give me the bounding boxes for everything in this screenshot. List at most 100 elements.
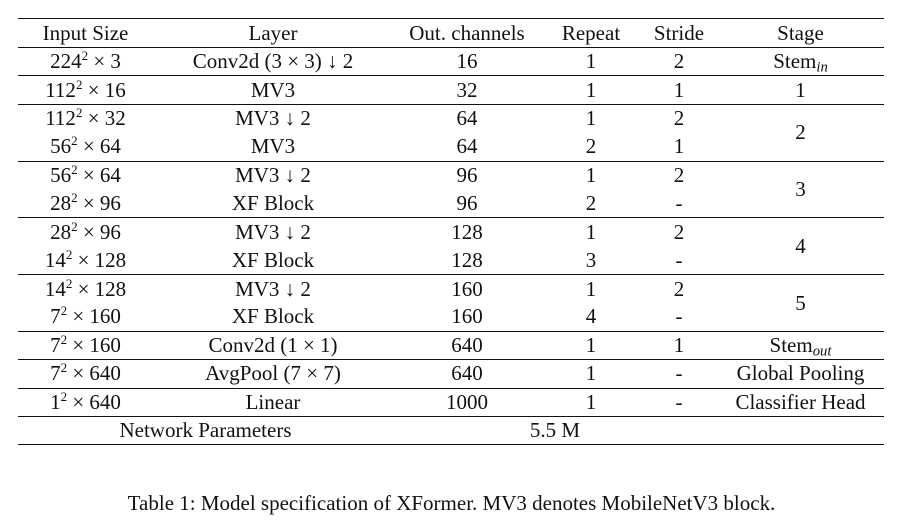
network-parameters-value: 5.5 M [393, 416, 717, 446]
network-parameters-row: Network Parameters 5.5 M [18, 416, 884, 446]
repeat-cell: 1 [541, 46, 641, 76]
table-row: 2242 × 3 Conv2d (3 × 3) ↓ 2 16 1 2 Stemi… [18, 46, 884, 76]
layer-cell: XF Block [231, 190, 315, 215]
stage-cell: 5 [717, 274, 884, 332]
repeat-cell: 1 [541, 274, 641, 304]
repeat-cell: 1 [541, 103, 641, 133]
header-out-channels: Out. channels [393, 18, 541, 48]
table-caption: Table 1: Model specification of XFormer.… [127, 491, 776, 515]
out-channels-cell: 160 [393, 274, 541, 304]
stage-cell: 3 [717, 160, 884, 218]
repeat-cell: 3 [585, 247, 597, 272]
table-row: 1122 × 16 MV3 32 1 1 1 [18, 75, 884, 105]
out-channels-cell: 64 [393, 103, 541, 133]
table-row: 282 × 96 XF Block 96 2 - [18, 189, 884, 217]
header-stride: Stride [641, 18, 717, 48]
layer-cell: Conv2d (3 × 3) ↓ 2 [153, 46, 393, 76]
header-layer: Layer [153, 18, 393, 48]
out-channels-cell: 640 [393, 330, 541, 360]
stride-cell: - [675, 190, 683, 215]
input-size-cell: 72 × 160 [18, 330, 153, 360]
stage-cell: 4 [717, 217, 884, 275]
table-row: 562 × 64 MV3 64 2 1 [18, 133, 884, 161]
layer-cell: Conv2d (1 × 1) [153, 330, 393, 360]
layer-cell: MV3 ↓ 2 [153, 103, 393, 133]
layer-cell: AvgPool (7 × 7) [153, 359, 393, 389]
empty-cell [717, 416, 884, 446]
out-channels-cell: 64 [456, 134, 478, 159]
stride-cell: 2 [641, 274, 717, 304]
layer-cell: MV3 [153, 75, 393, 105]
out-channels-cell: 96 [393, 160, 541, 190]
repeat-cell: 2 [585, 134, 597, 159]
repeat-cell: 1 [541, 160, 641, 190]
repeat-cell: 1 [541, 75, 641, 105]
stage-cell: Classifier Head [717, 387, 884, 417]
input-size-cell: 1122 × 16 [18, 75, 153, 105]
repeat-cell: 1 [541, 387, 641, 417]
stage-cell: Stemin [717, 46, 884, 76]
out-channels-cell: 640 [393, 359, 541, 389]
stage-cell: Global Pooling [717, 359, 884, 389]
stride-cell: 1 [641, 75, 717, 105]
table-row: 12 × 640 Linear 1000 1 - Classifier Head [18, 387, 884, 417]
out-channels-cell: 1000 [393, 387, 541, 417]
layer-cell: XF Block [231, 247, 315, 272]
header-input-size: Input Size [18, 18, 153, 48]
stride-cell: - [675, 304, 683, 329]
layer-cell: MV3 ↓ 2 [153, 160, 393, 190]
stride-cell: 1 [673, 134, 685, 159]
out-channels-cell: 128 [393, 217, 541, 247]
input-size-cell: 562 × 64 [50, 133, 121, 159]
model-spec-table: Input Size Layer Out. channels Repeat St… [18, 18, 884, 446]
table-row: 142 × 128 MV3 ↓ 2 160 1 2 5 [18, 274, 884, 332]
input-size-cell: 562 × 64 [18, 160, 153, 190]
stage-cell: 2 [717, 103, 884, 162]
header-repeat: Repeat [541, 18, 641, 48]
stride-cell: 1 [641, 330, 717, 360]
input-size-cell: 72 × 160 [50, 303, 121, 329]
stride-cell: - [675, 247, 683, 272]
layer-cell: MV3 [250, 134, 296, 159]
table-row: 142 × 128 XF Block 128 3 - [18, 246, 884, 274]
table-row: 562 × 64 MV3 ↓ 2 96 1 2 3 [18, 160, 884, 218]
stride-cell: 2 [641, 103, 717, 133]
stage-cell: 1 [717, 75, 884, 105]
input-size-cell: 2242 × 3 [18, 46, 153, 76]
repeat-cell: 1 [541, 359, 641, 389]
table-row: 1122 × 32 MV3 ↓ 2 64 1 2 2 [18, 103, 884, 162]
repeat-cell: 2 [585, 190, 597, 215]
stage-cell: Stemout [717, 330, 884, 360]
table-row: 72 × 160 Conv2d (1 × 1) 640 1 1 Stemout [18, 330, 884, 360]
layer-cell: Linear [153, 387, 393, 417]
stride-cell: 2 [641, 160, 717, 190]
input-size-cell: 142 × 128 [44, 246, 127, 272]
header-stage: Stage [717, 18, 884, 48]
out-channels-cell: 32 [393, 75, 541, 105]
layer-cell: MV3 ↓ 2 [153, 217, 393, 247]
stride-cell: - [641, 387, 717, 417]
out-channels-cell: 96 [456, 190, 478, 215]
network-parameters-label: Network Parameters [18, 416, 393, 446]
repeat-cell: 1 [541, 330, 641, 360]
table-row: 72 × 160 XF Block 160 4 - [18, 303, 884, 331]
repeat-cell: 4 [585, 304, 597, 329]
repeat-cell: 1 [541, 217, 641, 247]
stride-cell: 2 [641, 46, 717, 76]
table-row: 72 × 640 AvgPool (7 × 7) 640 1 - Global … [18, 359, 884, 389]
table-row: 282 × 96 MV3 ↓ 2 128 1 2 4 [18, 217, 884, 275]
input-size-cell: 142 × 128 [18, 274, 153, 304]
input-size-cell: 72 × 640 [18, 359, 153, 389]
stride-cell: - [641, 359, 717, 389]
input-size-cell: 12 × 640 [18, 387, 153, 417]
input-size-cell: 282 × 96 [50, 189, 121, 215]
out-channels-cell: 128 [451, 247, 483, 272]
layer-cell: XF Block [231, 304, 315, 329]
stride-cell: 2 [641, 217, 717, 247]
header-row: Input Size Layer Out. channels Repeat St… [18, 18, 884, 48]
out-channels-cell: 160 [451, 304, 483, 329]
input-size-cell: 282 × 96 [18, 217, 153, 247]
out-channels-cell: 16 [393, 46, 541, 76]
input-size-cell: 1122 × 32 [18, 103, 153, 133]
layer-cell: MV3 ↓ 2 [153, 274, 393, 304]
